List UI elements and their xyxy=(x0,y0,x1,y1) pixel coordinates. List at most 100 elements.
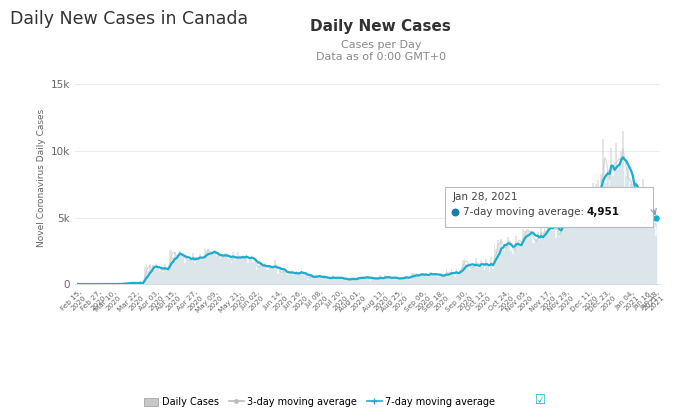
Bar xyxy=(404,276,405,284)
Bar xyxy=(227,258,229,284)
Bar xyxy=(319,276,320,284)
Bar xyxy=(159,271,160,284)
Bar xyxy=(449,276,451,284)
Bar xyxy=(345,280,347,284)
Bar xyxy=(384,275,386,284)
Text: 4,951: 4,951 xyxy=(586,207,619,217)
Bar xyxy=(135,283,137,284)
Bar xyxy=(307,280,309,284)
Bar xyxy=(202,259,204,284)
Bar xyxy=(333,275,334,284)
Bar xyxy=(237,252,239,284)
Bar xyxy=(371,277,372,284)
Bar xyxy=(397,280,399,284)
Bar xyxy=(156,263,157,284)
Bar xyxy=(427,277,429,284)
Bar xyxy=(372,280,374,284)
Bar xyxy=(560,226,562,284)
Bar xyxy=(369,280,371,284)
Bar xyxy=(604,160,605,284)
Bar xyxy=(562,206,564,284)
Bar xyxy=(515,236,517,284)
Bar xyxy=(214,252,216,284)
Bar xyxy=(149,263,150,284)
Bar xyxy=(216,256,217,284)
Bar xyxy=(266,268,267,284)
Bar xyxy=(250,255,252,284)
Bar xyxy=(617,170,619,284)
Bar xyxy=(166,271,167,284)
Bar xyxy=(612,176,614,284)
Point xyxy=(651,215,662,222)
Bar xyxy=(399,279,401,284)
Bar xyxy=(282,270,284,284)
Bar xyxy=(624,192,626,284)
Bar xyxy=(347,280,349,284)
Bar xyxy=(542,240,544,284)
Bar xyxy=(187,262,189,284)
Bar xyxy=(432,276,434,284)
Bar xyxy=(605,184,607,284)
Bar xyxy=(320,279,322,284)
FancyBboxPatch shape xyxy=(445,187,653,227)
Bar xyxy=(459,270,460,284)
Bar xyxy=(645,212,647,284)
Bar xyxy=(279,270,281,284)
Bar xyxy=(274,260,275,284)
Bar xyxy=(632,188,634,284)
Bar xyxy=(272,268,274,284)
Bar xyxy=(599,206,600,284)
Bar xyxy=(394,280,396,284)
Bar xyxy=(429,273,430,284)
Bar xyxy=(615,143,617,284)
Bar xyxy=(499,243,500,284)
Bar xyxy=(629,195,630,284)
Bar xyxy=(402,278,404,284)
Bar xyxy=(652,216,653,284)
Bar xyxy=(139,281,141,284)
Bar xyxy=(382,280,384,284)
Bar xyxy=(262,265,264,284)
Bar xyxy=(552,231,554,284)
Bar xyxy=(366,277,367,284)
Bar xyxy=(511,251,512,284)
Bar xyxy=(567,204,568,284)
Bar xyxy=(297,274,299,284)
Bar xyxy=(326,280,327,284)
Bar xyxy=(411,273,412,284)
Bar xyxy=(527,229,529,284)
Bar xyxy=(260,267,262,284)
Text: Jan 28, 2021: Jan 28, 2021 xyxy=(453,192,519,202)
Bar xyxy=(219,259,220,284)
Bar xyxy=(252,262,254,284)
Bar xyxy=(541,225,542,284)
Bar xyxy=(584,207,585,284)
Bar xyxy=(248,263,249,284)
Bar xyxy=(294,274,296,284)
Bar xyxy=(474,265,475,284)
Bar xyxy=(242,257,244,284)
Bar xyxy=(264,263,266,284)
Bar xyxy=(420,273,422,284)
Bar xyxy=(357,277,359,284)
Bar xyxy=(131,282,133,284)
Bar xyxy=(287,275,289,284)
Bar xyxy=(171,250,172,284)
Bar xyxy=(317,277,319,284)
Bar xyxy=(209,255,211,284)
Bar xyxy=(534,243,535,284)
Bar xyxy=(396,276,397,284)
Bar xyxy=(547,219,549,284)
Bar xyxy=(196,257,197,284)
Bar xyxy=(312,275,314,284)
Bar xyxy=(407,278,409,284)
Bar xyxy=(179,251,181,284)
Text: ☑: ☑ xyxy=(535,394,546,407)
Bar xyxy=(322,278,324,284)
Bar xyxy=(496,249,497,284)
Bar xyxy=(190,259,192,284)
Bar xyxy=(154,270,156,284)
Bar xyxy=(169,250,171,284)
Bar xyxy=(442,277,444,284)
Bar xyxy=(211,252,212,284)
